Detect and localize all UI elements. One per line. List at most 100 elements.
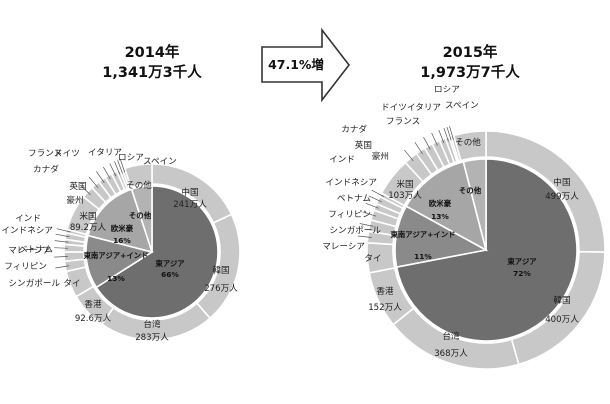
chart-2015-labels: 中国 499万人 韓国 400万人 台湾 368万人 香港 152万人 タイ 米…: [322, 85, 579, 359]
label-singapore-2015: シンガポール: [329, 225, 381, 236]
inner-label-other-2015: その他: [459, 186, 482, 195]
leader-line-8: [365, 202, 379, 209]
label-indonesia-2015: インドネシア: [325, 177, 377, 188]
label-indonesia: インドネシア: [1, 225, 53, 236]
label-australia: 豪州: [66, 194, 83, 206]
value-korea-2015: 400万人: [545, 314, 579, 325]
label-philippines-2015: フィリピン: [328, 209, 371, 220]
leader-line-6: [359, 223, 374, 227]
leader-line-9: [368, 195, 382, 203]
inner-value-east-asia: 66%: [161, 270, 179, 279]
leader-line-16: [109, 163, 117, 177]
label-korea-2015: 韓国: [553, 295, 570, 306]
inner-label-west-2015: 欧米豪: [429, 199, 452, 208]
label-uk-2015: 英国: [355, 139, 372, 151]
inner-label-west: 欧米豪: [111, 224, 134, 233]
leader-line-19: [449, 126, 454, 140]
leader-line-18: [446, 126, 452, 141]
chart-2014: 中国 241万人 韓国 276万人 台湾 283万人 香港 92.6万人 タイ …: [1, 147, 241, 343]
chart-2014-subtitle: 1,341万3千人: [102, 64, 202, 81]
leader-line-15: [103, 166, 111, 180]
label-spain: スペイン: [143, 157, 177, 167]
label-vietnam: ベトナム: [19, 244, 54, 255]
chart-2015: 中国 499万人 韓国 400万人 台湾 368万人 香港 152万人 タイ 米…: [322, 85, 606, 370]
label-taiwan-2015: 台湾: [442, 330, 460, 342]
label-spain-2015: スペイン: [445, 101, 479, 111]
leader-line-8: [54, 240, 69, 243]
value-taiwan: 283万人: [135, 332, 169, 343]
chart-2014-labels: 中国 241万人 韓国 276万人 台湾 283万人 香港 92.6万人 タイ …: [1, 147, 238, 343]
chart-2014-outer-ring: [63, 163, 241, 341]
leader-line-5: [357, 235, 372, 238]
label-australia-2015: 豪州: [372, 150, 389, 162]
label-russia: ロシア: [118, 153, 144, 163]
label-france-2015: フランス: [386, 116, 420, 127]
label-korea: 韓国: [212, 265, 229, 276]
label-other: その他: [126, 179, 152, 191]
chart-2015-leaders: [357, 126, 454, 238]
inner-label-sea-2015: 東南アジア+インド: [389, 230, 455, 239]
outer-segment-20: [452, 130, 487, 162]
label-italy-2015: イタリア: [407, 102, 441, 113]
leader-line-10: [371, 189, 385, 198]
inner-segment-3: [130, 185, 153, 253]
chart-2014-title: 2014年: [125, 43, 180, 61]
value-usa: 89.2万人: [70, 222, 107, 233]
value-hongkong-2015: 152万人: [368, 302, 402, 313]
leader-line-13: [414, 142, 423, 155]
inner-label-east-asia: 東アジア: [154, 259, 185, 268]
leader-line-7: [54, 247, 69, 249]
label-malaysia-2015: マレーシア: [322, 242, 365, 252]
leader-line-17: [114, 161, 121, 175]
label-vietnam-2015: ベトナム: [337, 193, 372, 204]
value-hongkong: 92.6万人: [75, 313, 112, 324]
label-uk: 英国: [69, 180, 86, 192]
inner-segment-2: [405, 160, 488, 252]
leader-line-18: [117, 160, 123, 174]
label-canada-2015: カナダ: [341, 123, 367, 135]
label-taiwan: 台湾: [143, 318, 161, 330]
label-china: 中国: [181, 186, 198, 198]
label-thailand: タイ: [63, 278, 80, 289]
chart-2014-leaders: [54, 159, 126, 269]
leader-line-10: [56, 228, 71, 233]
inner-segment-3: [462, 158, 487, 251]
inner-value-sea-2015: 11%: [414, 252, 432, 261]
label-germany-2015: ドイツ: [381, 103, 407, 113]
outer-segment-20: [123, 163, 153, 189]
inner-label-east-asia-2015: 東アジア: [506, 257, 537, 266]
label-usa-2015: 米国: [396, 178, 413, 190]
label-china-2015: 中国: [553, 176, 570, 188]
label-malaysia: マレーシア: [8, 246, 51, 256]
leader-line-15: [431, 132, 438, 146]
leader-line-9: [55, 233, 70, 238]
value-usa-2015: 103万人: [388, 190, 422, 201]
leader-line-14: [423, 136, 431, 150]
label-france: フランス: [28, 148, 62, 159]
leader-line-12: [404, 149, 414, 162]
value-korea: 276万人: [204, 283, 238, 294]
growth-arrow: [261, 27, 351, 103]
leader-line-19: [119, 159, 126, 173]
label-germany: ドイツ: [54, 149, 80, 159]
label-usa: 米国: [79, 210, 96, 222]
leader-line-12: [80, 184, 91, 196]
inner-segment-0: [95, 185, 219, 319]
growth-label: 47.1%増: [268, 57, 324, 72]
value-taiwan-2015: 368万人: [434, 348, 468, 359]
leader-line-5: [55, 265, 70, 269]
inner-value-west-2015: 13%: [431, 212, 449, 221]
inner-label-sea: 東南アジア+インド: [82, 251, 148, 260]
chart-2015-title: 2015年: [443, 43, 498, 61]
label-hongkong-2015: 香港: [376, 285, 394, 297]
chart-2015-inner-ring: [394, 158, 578, 342]
label-russia-2015: ロシア: [434, 85, 460, 95]
leader-line-13: [88, 176, 99, 188]
leader-line-14: [96, 171, 105, 184]
label-india-2015: インド: [329, 155, 355, 165]
label-hongkong: 香港: [84, 298, 102, 310]
inner-value-west: 16%: [113, 236, 131, 245]
leader-line-6: [54, 256, 69, 258]
